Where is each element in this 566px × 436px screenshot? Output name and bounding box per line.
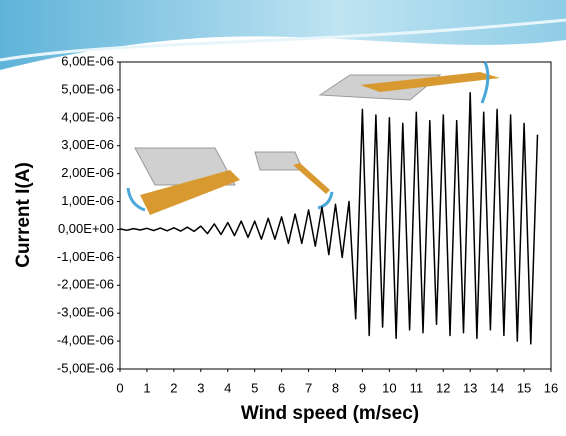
y-tick-label: 5,00E-06 [61,81,114,96]
signal-line [119,91,539,345]
x-tick-label: 12 [436,380,450,395]
x-tick-label: 0 [116,380,123,395]
y-axis-title: Current I(A) [13,162,34,268]
y-tick-label: 4,00E-06 [61,109,114,124]
x-tick-label: 2 [170,380,177,395]
y-tick-label: -1,00E-06 [57,249,114,264]
x-axis-title: Wind speed (m/sec) [241,403,419,424]
header-wave [0,0,566,70]
x-tick-label: 4 [224,380,231,395]
inset-left [126,147,240,215]
x-tick-label: 1 [143,380,150,395]
x-tick-label: 16 [544,380,558,395]
wave-line [0,18,566,62]
x-tick-label: 6 [278,380,285,395]
y-tick-label: -4,00E-06 [57,333,114,348]
x-tick-label: 11 [410,380,424,395]
y-tick-label: 1,00E-06 [61,193,114,208]
y-tick-label: -3,00E-06 [57,305,114,320]
y-tick-label: 2,00E-06 [61,165,114,180]
y-tick-label: 6,00E-06 [61,53,114,68]
y-tick-label: 3,00E-06 [61,137,114,152]
y-tick-label: 0,00E+00 [58,221,114,236]
inset-middle [254,151,334,210]
x-tick-label: 14 [490,380,504,395]
x-tick-label: 8 [332,380,339,395]
y-tick-label: -5,00E-06 [57,360,114,375]
inset-right [318,61,500,104]
x-tick-label: 5 [251,380,258,395]
y-tick-label: -2,00E-06 [57,277,114,292]
x-tick-label: 13 [463,380,477,395]
x-tick-label: 3 [197,380,204,395]
x-tick-label: 7 [305,380,312,395]
x-tick-label: 15 [517,380,531,395]
x-tick-label: 10 [382,380,396,395]
x-tick-label: 9 [359,380,366,395]
